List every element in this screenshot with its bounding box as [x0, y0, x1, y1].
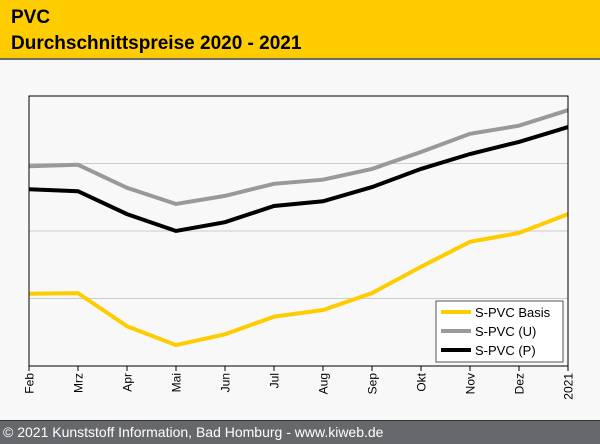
x-tick-label: Dez	[513, 373, 527, 394]
x-tick-label: Jul	[268, 373, 282, 388]
x-tick-label: Mai	[170, 373, 184, 392]
copyright-text: © 2021 Kunststoff Information, Bad Hombu…	[3, 424, 384, 440]
series-line-s-pvc-p	[28, 125, 569, 234]
chart-title: PVC	[11, 7, 51, 28]
chart-subtitle: Durchschnittspreise 2020 - 2021	[11, 33, 302, 54]
x-tick-label: Sep	[366, 373, 380, 395]
x-tick-label: Okt	[415, 372, 429, 391]
plot-frame	[28, 95, 569, 367]
legend-label: S-PVC (U)	[475, 324, 536, 339]
x-tick-label: Aug	[317, 373, 331, 394]
x-tick-label: Mrz	[72, 373, 86, 393]
legend-label: S-PVC (P)	[475, 343, 536, 358]
series-line-s-pvc-basis	[28, 212, 569, 348]
series-line-s-pvc-u	[28, 108, 569, 207]
x-tick-label: 2021	[562, 373, 576, 400]
x-tick-label: Feb	[23, 373, 37, 394]
x-tick-label: Jun	[219, 373, 233, 392]
x-tick-label: Nov	[464, 373, 478, 394]
legend: S-PVC Basis S-PVC (U) S-PVC (P)	[435, 300, 564, 363]
legend-label: S-PVC Basis	[475, 305, 551, 320]
chart-header: PVC Durchschnittspreise 2020 - 2021	[0, 0, 600, 60]
copyright-footer: © 2021 Kunststoff Information, Bad Hombu…	[0, 420, 600, 444]
x-tick-label: Apr	[121, 373, 135, 392]
